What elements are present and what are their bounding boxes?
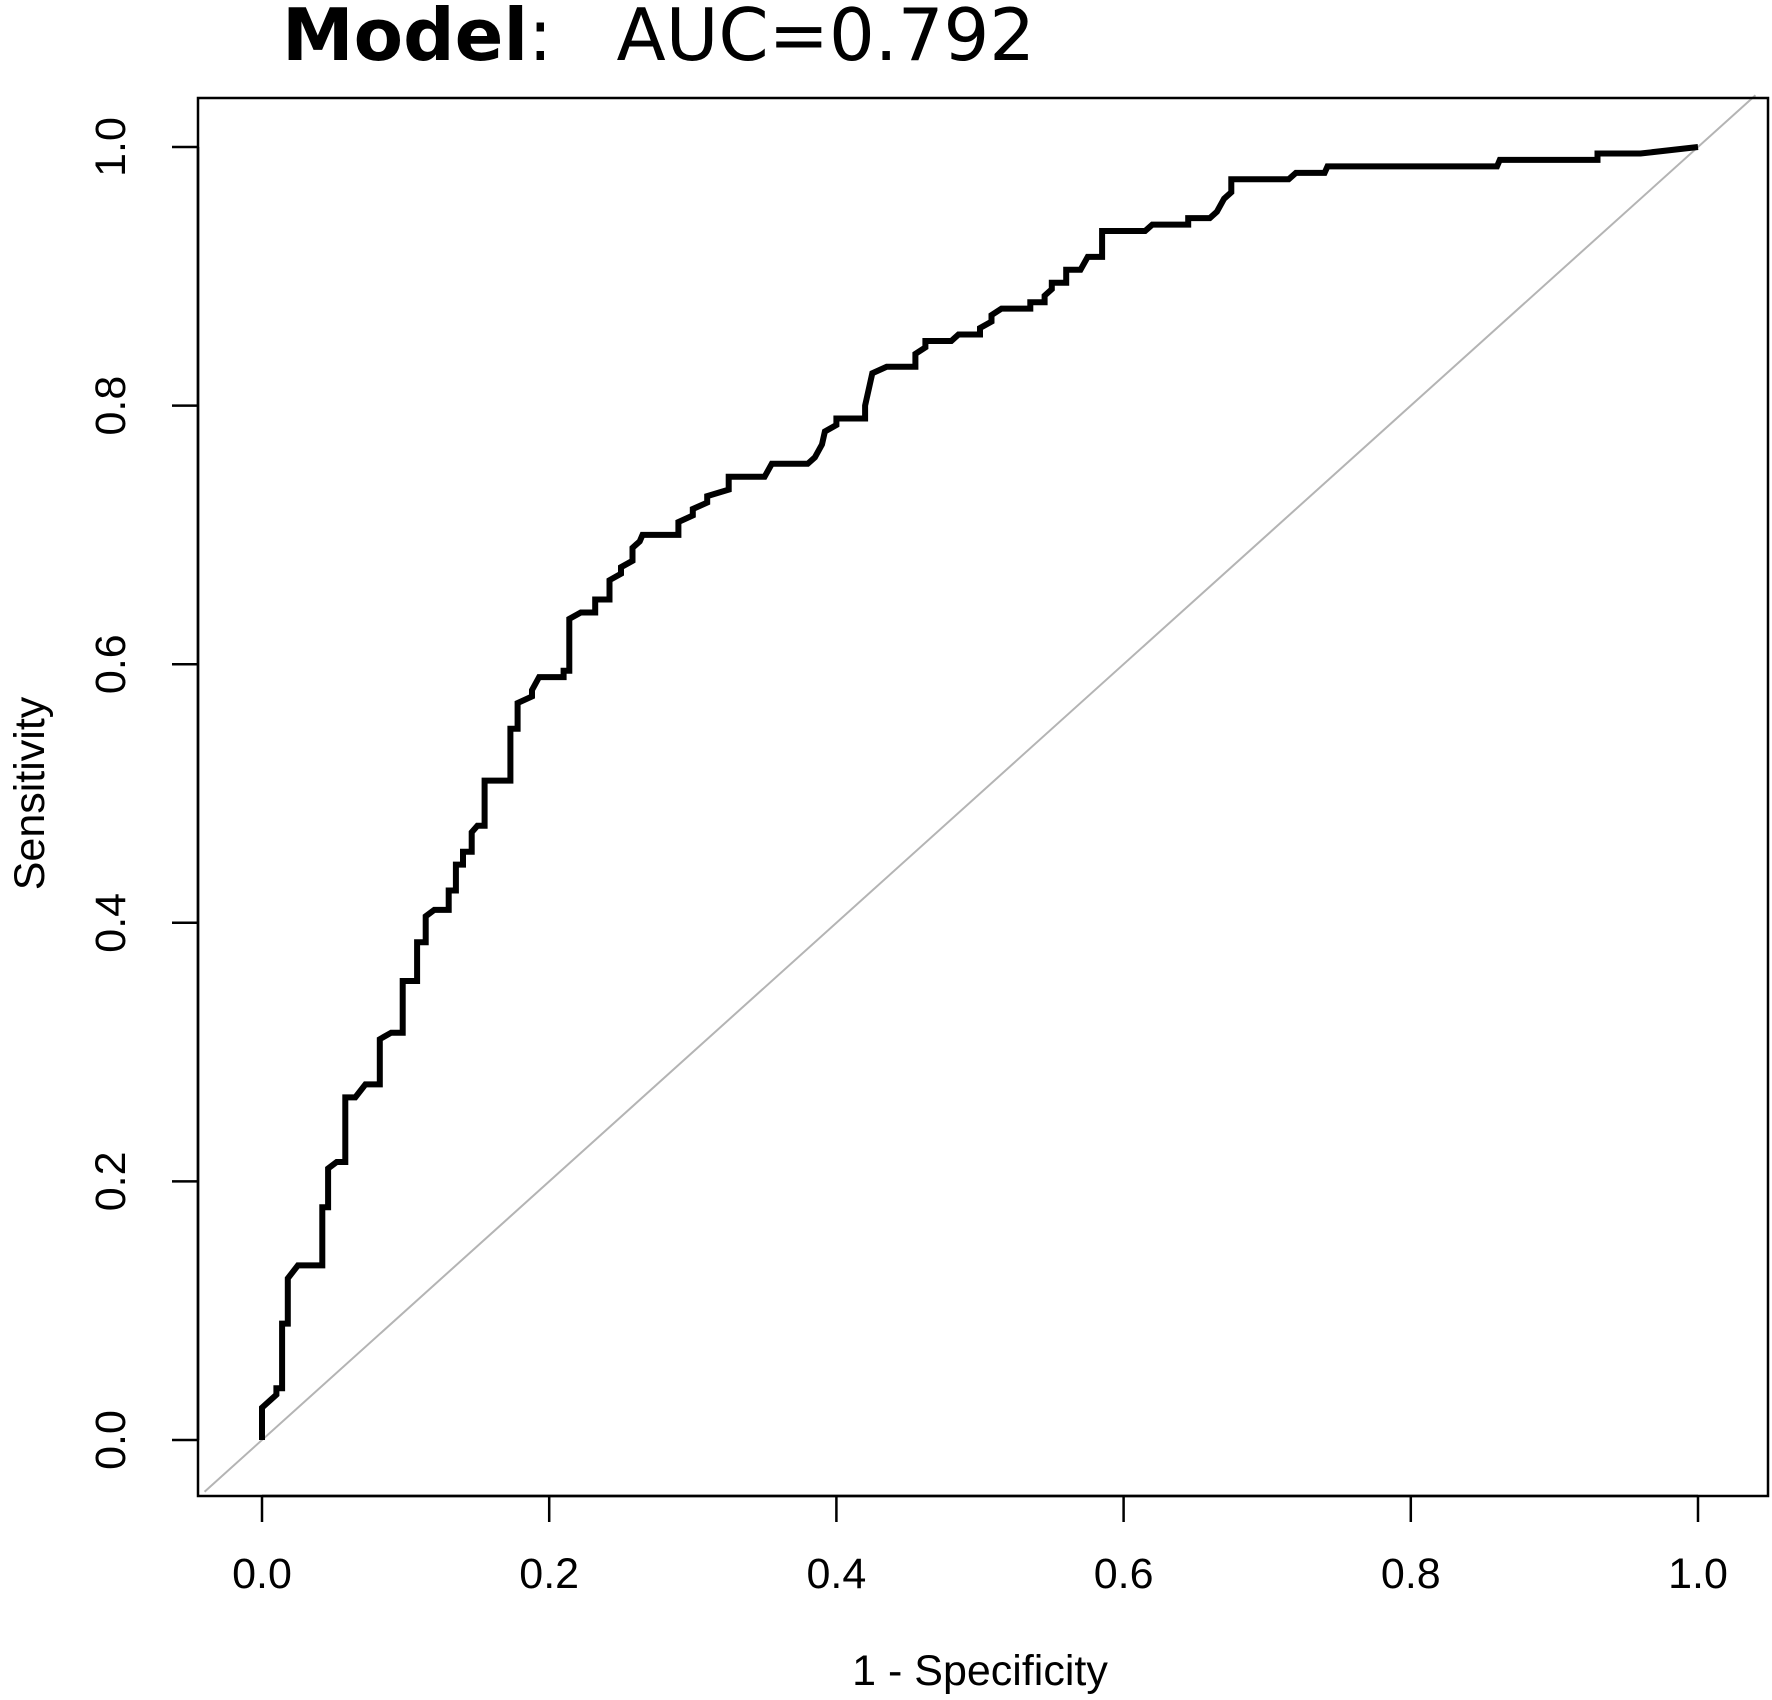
chart-title: Model: AUC=0.792 [282,0,1035,78]
chart-title-bold: Model [282,0,529,77]
x-axis: 0.0 0.2 0.4 0.6 0.8 1.0 [232,1494,1728,1598]
x-tick-label: 1.0 [1668,1550,1728,1598]
x-tick-label: 0.2 [519,1550,579,1598]
reference-diagonal [203,94,1757,1493]
roc-curve-layer [259,144,1699,1440]
y-tick-label: 0.6 [87,634,135,694]
y-axis: 0.0 0.2 0.4 0.6 0.8 1.0 [87,117,200,1470]
x-tick-label: 0.8 [1381,1550,1441,1598]
y-tick-label: 0.0 [87,1410,135,1470]
x-tick-label: 0.4 [807,1550,867,1598]
roc-curve [259,144,1699,1440]
y-tick-label: 0.2 [87,1152,135,1212]
x-axis-label: 1 - Specificity [852,1647,1108,1695]
chart-title-separator: : [528,0,553,77]
y-tick-label: 0.8 [87,376,135,436]
y-axis-label: Sensitivity [6,696,54,890]
y-tick-label: 1.0 [87,117,135,177]
y-tick-label: 0.4 [87,893,135,953]
reference-line-layer [203,94,1757,1493]
chart-title-auc: AUC=0.792 [616,0,1036,77]
x-tick-label: 0.0 [232,1550,292,1598]
x-tick-label: 0.6 [1094,1550,1154,1598]
